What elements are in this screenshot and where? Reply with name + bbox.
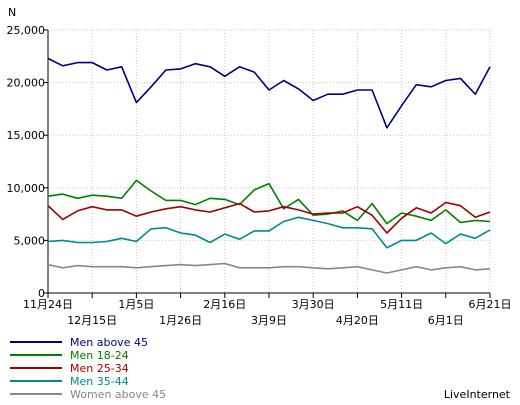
y-tick-label: 15,000 — [7, 129, 46, 142]
x-tick-label: 2月16日 — [203, 298, 246, 311]
series-line-men-35-44 — [47, 216, 491, 249]
axes — [44, 29, 491, 298]
legend-label: Men 18-24 — [70, 349, 129, 362]
x-tick-label: 5月11日 — [380, 298, 423, 311]
y-tick-label: 5,000 — [14, 234, 46, 247]
x-tick-label: 3月30日 — [292, 298, 335, 311]
legend-label: Women above 45 — [70, 388, 166, 401]
y-tick-label: 0 — [38, 287, 45, 300]
x-tick-label: 1月26日 — [159, 314, 202, 327]
x-tick-label: 4月20日 — [336, 314, 379, 327]
x-tick-label: 3月9日 — [251, 314, 287, 327]
x-tick-label: 1月5日 — [118, 298, 154, 311]
x-tick-label: 12月15日 — [67, 314, 117, 327]
legend-label: Men 25-34 — [70, 362, 129, 375]
legend-label: Men 35-44 — [70, 375, 129, 388]
series-lines — [47, 57, 491, 274]
series-line-men-25-34 — [47, 201, 491, 234]
y-axis-label: N — [8, 6, 16, 19]
legend-label: Men above 45 — [70, 336, 148, 349]
watermark-text: LiveInternet — [444, 388, 511, 401]
y-tick-labels: 0 5,000 10,000 15,000 20,000 25,000 — [7, 24, 46, 300]
x-tick-label: 11月24日 — [23, 298, 73, 311]
y-tick-label: 20,000 — [7, 77, 46, 90]
x-tick-label: 6月1日 — [428, 314, 464, 327]
series-line-men-18-24 — [47, 179, 491, 225]
series-line-men-above-45 — [47, 57, 491, 129]
y-tick-label: 10,000 — [7, 182, 46, 195]
series-line-women-above-45 — [47, 262, 491, 274]
y-tick-label: 25,000 — [7, 24, 46, 37]
x-tick-label: 6月21日 — [469, 298, 512, 311]
grid-lines — [48, 29, 491, 293]
x-tick-labels: 11月24日 1月5日 2月16日 3月30日 5月11日 6月21日 12月15日 1月26… — [23, 298, 512, 327]
